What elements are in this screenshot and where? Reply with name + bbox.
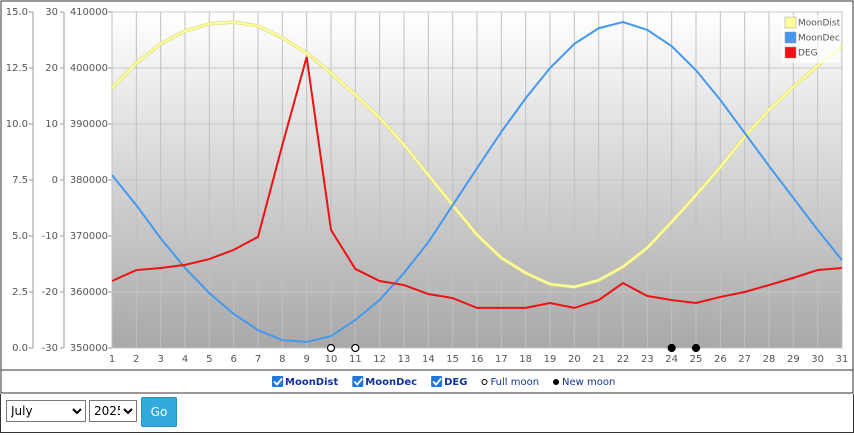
y-tick-label: -30 (42, 343, 58, 354)
y-tick-label: 410000 (70, 7, 108, 18)
y-tick-label: 30 (45, 7, 58, 18)
y-tick-label: -20 (42, 287, 58, 298)
new-moon-marker (691, 343, 701, 353)
y-tick-label: -10 (42, 231, 58, 242)
new-moon-marker (667, 343, 676, 353)
x-tick-label: 17 (495, 354, 508, 365)
line (111, 56, 843, 309)
line (111, 21, 843, 288)
x-tick-label: 4 (182, 354, 188, 365)
y-tick-label: 400000 (70, 63, 108, 74)
check-mark (353, 377, 363, 386)
legend-label: Full moon (490, 377, 539, 388)
legend-marker (553, 379, 560, 385)
y-tick-label: 350000 (70, 343, 108, 354)
x-tick-label: 22 (617, 354, 630, 365)
legend-label: MoonDist (285, 377, 338, 388)
x-tick-label: 31 (836, 354, 849, 365)
x-tick-label: 5 (206, 354, 212, 365)
check-mark (432, 377, 442, 386)
legend-label: DEG (798, 49, 818, 59)
x-tick-label: 1 (109, 354, 115, 365)
legend-label: MoonDec (798, 34, 840, 44)
legend-checkbox (431, 376, 443, 387)
full-moon-marker (326, 343, 336, 353)
x-tick-label: 15 (446, 354, 459, 365)
x-tick-label: 11 (349, 354, 362, 365)
y-tick-label: 10.0 (6, 119, 28, 130)
controls: July 2025 Go (0, 394, 854, 433)
x-tick-label: 18 (519, 354, 532, 365)
line (111, 21, 843, 343)
x-tick-label: 30 (811, 354, 824, 365)
x-tick-label: 23 (641, 354, 654, 365)
x-tick-label: 8 (279, 354, 285, 365)
legend-marker (481, 379, 488, 385)
x-tick-label: 7 (255, 354, 261, 365)
legend-swatch (784, 16, 797, 29)
y-tick-label: 5.0 (12, 231, 28, 242)
x-tick-label: 3 (157, 354, 163, 365)
x-tick-label: 20 (568, 354, 581, 365)
x-tick-label: 12 (373, 354, 386, 365)
y-tick-label: 10 (45, 119, 58, 130)
x-tick-label: 24 (665, 354, 678, 365)
y-tick-label: 370000 (70, 231, 108, 242)
x-tick-label: 6 (230, 354, 236, 365)
y-tick-label: 390000 (70, 119, 108, 130)
go-button[interactable]: Go (141, 397, 177, 427)
y-tick-label: 2.5 (12, 287, 28, 298)
y-tick-label: 0 (52, 175, 58, 186)
legend-swatch (784, 31, 797, 44)
x-tick-label: 25 (690, 354, 703, 365)
x-tick-label: 10 (325, 354, 338, 365)
x-tick-label: 13 (398, 354, 411, 365)
y-tick-label: 12.5 (6, 63, 28, 74)
x-tick-label: 2 (133, 354, 139, 365)
full-moon-marker (351, 343, 360, 353)
y-tick-label: 380000 (70, 175, 108, 186)
legend-checkbox (272, 376, 283, 387)
y-tick-label: 20 (45, 63, 58, 74)
legend-label: New moon (562, 377, 615, 388)
x-tick-label: 27 (738, 354, 751, 365)
legend-label: DEG (444, 377, 467, 388)
legend-label: MoonDist (798, 19, 841, 29)
x-tick-label: 21 (592, 354, 605, 365)
x-tick-label: 26 (714, 354, 727, 365)
x-tick-label: 16 (471, 354, 484, 365)
month-select[interactable]: July (6, 400, 86, 422)
legend-swatch (784, 46, 797, 59)
x-tick-label: 29 (787, 354, 800, 365)
x-tick-label: 9 (303, 354, 309, 365)
y-tick-label: 360000 (70, 287, 108, 298)
check-mark (273, 377, 283, 386)
legend-checkbox (352, 376, 364, 387)
x-tick-label: 28 (763, 354, 776, 365)
legend-label: MoonDec (365, 377, 417, 388)
x-tick-label: 19 (544, 354, 557, 365)
y-tick-label: 0.0 (12, 343, 28, 354)
chart: 3500003600003700003800003900004000004100… (0, 0, 854, 394)
y-tick-label: 15.0 (6, 7, 28, 18)
year-select[interactable]: 2025 (89, 400, 137, 422)
x-tick-label: 14 (422, 354, 435, 365)
y-tick-label: 7.5 (12, 175, 28, 186)
